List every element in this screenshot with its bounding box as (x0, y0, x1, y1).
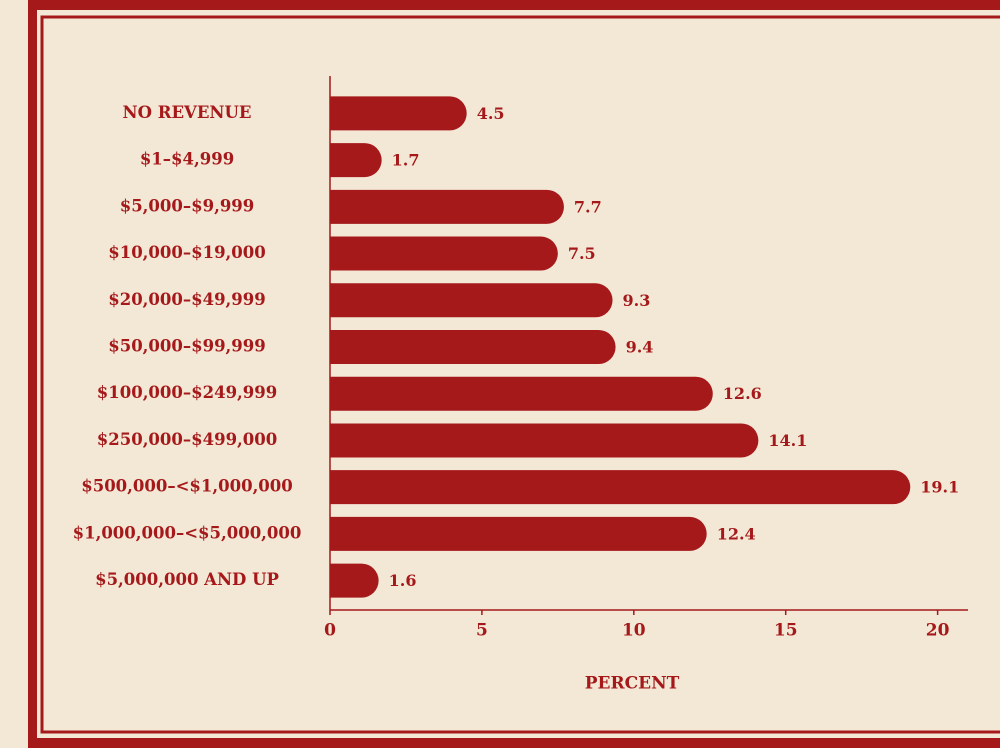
bar (330, 376, 713, 411)
frame-left (28, 0, 37, 748)
value-label: 12.4 (717, 524, 756, 543)
y-tick-label: $1,000,000–<$5,000,000 (73, 523, 302, 542)
bar (330, 330, 616, 364)
frame-bottom (0, 738, 1000, 748)
bar (330, 96, 467, 131)
y-tick-label: NO REVENUE (123, 103, 252, 122)
value-label: 14.1 (768, 431, 807, 450)
y-tick-label: $100,000–$249,999 (97, 383, 277, 402)
value-label: 7.7 (574, 197, 602, 216)
bar (330, 470, 911, 505)
value-label: 19.1 (920, 478, 959, 497)
value-label: 1.7 (392, 151, 420, 170)
value-label: 9.4 (626, 338, 654, 357)
bar (330, 189, 564, 224)
x-tick-label: 15 (774, 621, 798, 641)
y-tick-label: $250,000–$499,000 (97, 430, 277, 449)
value-label: 7.5 (568, 244, 596, 263)
frame-top (0, 0, 1000, 10)
y-tick-label: $10,000–$19,000 (108, 243, 266, 262)
y-tick-label: $500,000–<$1,000,000 (81, 477, 293, 496)
x-tick-label: 0 (324, 621, 336, 641)
x-tick-label: 10 (622, 621, 646, 641)
value-label: 4.5 (477, 104, 505, 123)
bar (330, 283, 613, 318)
x-tick-label: 20 (926, 621, 950, 641)
value-label: 9.3 (623, 291, 651, 310)
frame-margin (0, 0, 28, 748)
value-label: 12.6 (723, 384, 762, 403)
x-axis-label: PERCENT (585, 674, 680, 694)
bar (330, 423, 759, 458)
y-tick-label: $1–$4,999 (140, 150, 234, 169)
y-tick-label: $5,000,000 AND UP (95, 570, 279, 589)
bar (330, 563, 379, 598)
bar (330, 143, 382, 178)
y-tick-label: $20,000–$49,999 (108, 290, 266, 309)
y-tick-label: $50,000–$99,999 (108, 337, 266, 356)
value-label: 1.6 (389, 571, 417, 590)
y-tick-label: $5,000–$9,999 (120, 196, 255, 215)
bar (330, 236, 558, 271)
bar (330, 516, 707, 551)
frame-inner (40, 15, 1000, 734)
x-tick-label: 5 (476, 621, 488, 641)
